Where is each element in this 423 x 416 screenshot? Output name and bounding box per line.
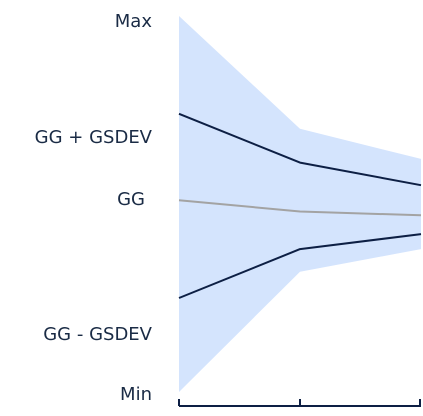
series-layer bbox=[178, 112, 422, 299]
x-axis bbox=[178, 399, 421, 407]
min-max-band bbox=[179, 16, 421, 392]
confidence-band-layer bbox=[179, 16, 421, 392]
y-label-min: Min bbox=[120, 384, 152, 405]
y-tick-labels: Max GG + GSDEV GG GG - GSDEV Min bbox=[35, 11, 153, 405]
mean-line bbox=[178, 199, 422, 217]
y-label-mean: GG bbox=[117, 189, 145, 210]
lower-deviation-line bbox=[178, 233, 422, 299]
y-label-upper-deviation: GG + GSDEV bbox=[35, 127, 153, 148]
y-label-lower-deviation: GG - GSDEV bbox=[43, 324, 152, 345]
upper-deviation-line bbox=[178, 112, 422, 187]
y-label-max: Max bbox=[115, 11, 153, 32]
